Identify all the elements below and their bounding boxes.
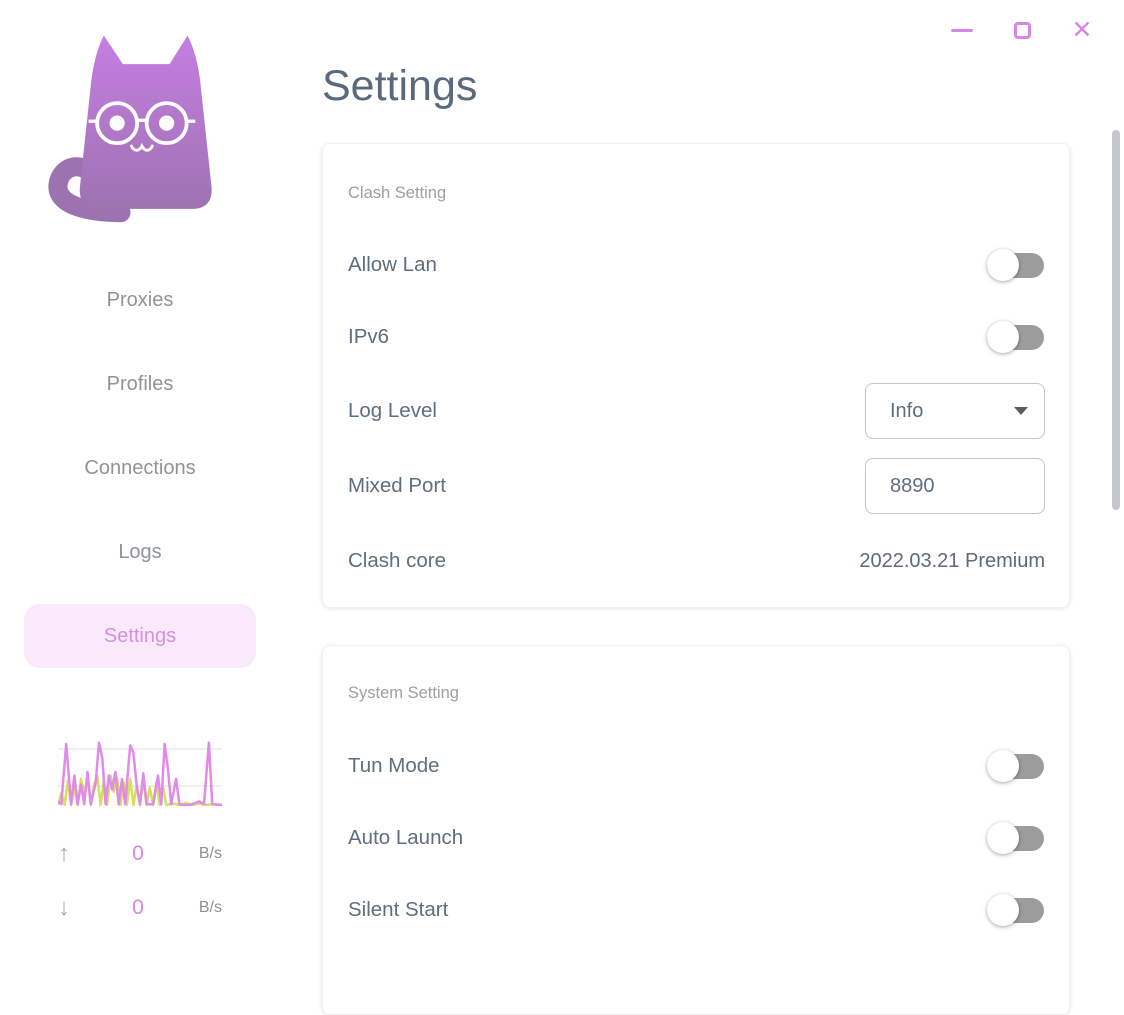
sidebar-item-label: Settings [103, 624, 177, 647]
traffic-graph [58, 741, 222, 807]
sidebar-item-label: Proxies [106, 288, 174, 311]
card-header: Clash Setting [348, 184, 447, 202]
allow-lan-label: Allow Lan [348, 253, 437, 276]
arrow-down-icon: ↓ [58, 894, 70, 921]
arrow-up-icon: ↑ [58, 840, 70, 867]
clash-core-version: 2022.03.21 Premium [859, 549, 1045, 572]
scrollbar[interactable] [1112, 130, 1120, 510]
log-level-select[interactable]: Info [865, 383, 1045, 439]
auto-launch-row: Auto Launch [348, 810, 1045, 866]
mixed-port-label: Mixed Port [348, 474, 446, 497]
chevron-down-icon [1014, 407, 1028, 415]
ipv6-toggle[interactable] [987, 321, 1045, 353]
close-button[interactable]: ✕ [1066, 14, 1098, 46]
window-controls: ✕ [946, 14, 1098, 46]
maximize-icon [1013, 21, 1031, 39]
download-speed-value: 0 [132, 896, 144, 919]
mixed-port-row: Mixed Port [348, 458, 1045, 514]
auto-launch-toggle[interactable] [987, 822, 1045, 854]
sidebar: Proxies Profiles Connections Logs Settin… [0, 0, 280, 937]
maximize-button[interactable] [1006, 14, 1038, 46]
sidebar-nav: Proxies Profiles Connections Logs Settin… [24, 268, 256, 688]
tun-mode-toggle[interactable] [987, 750, 1045, 782]
clash-core-label: Clash core [348, 549, 446, 572]
upload-sparkline [58, 741, 222, 807]
sidebar-item-proxies[interactable]: Proxies [24, 268, 256, 332]
clash-core-row: Clash core 2022.03.21 Premium [348, 533, 1045, 589]
card-header: System Setting [348, 684, 459, 702]
minimize-button[interactable] [946, 14, 978, 46]
page-title: Settings [322, 62, 478, 110]
system-setting-card: System Setting Tun Mode Auto Launch Sile… [322, 645, 1070, 1015]
toggle-knob [987, 894, 1019, 926]
mixed-port-input[interactable] [865, 458, 1045, 514]
tun-mode-row: Tun Mode [348, 738, 1045, 794]
minimize-icon [951, 28, 973, 32]
upload-speed-unit: B/s [198, 845, 222, 862]
tun-mode-label: Tun Mode [348, 754, 440, 777]
ipv6-row: IPv6 [348, 309, 1045, 365]
silent-start-label: Silent Start [348, 898, 449, 921]
toggle-knob [987, 750, 1019, 782]
sidebar-item-label: Connections [84, 456, 196, 479]
toggle-knob [987, 822, 1019, 854]
sidebar-item-connections[interactable]: Connections [24, 436, 256, 500]
traffic-panel: ↑ 0 B/s ↓ 0 B/s [58, 737, 222, 921]
upload-speed-row: ↑ 0 B/s [58, 840, 222, 868]
auto-launch-label: Auto Launch [348, 826, 464, 849]
sidebar-item-profiles[interactable]: Profiles [24, 352, 256, 416]
sidebar-item-label: Logs [118, 540, 162, 563]
sidebar-item-logs[interactable]: Logs [24, 520, 256, 584]
clash-setting-card: Clash Setting Allow Lan IPv6 Log Level I… [322, 143, 1070, 608]
clash-cat-logo-icon [48, 35, 212, 223]
download-speed-row: ↓ 0 B/s [58, 894, 222, 922]
log-level-row: Log Level Info [348, 383, 1045, 439]
allow-lan-toggle[interactable] [987, 249, 1045, 281]
silent-start-toggle[interactable] [987, 894, 1045, 926]
log-level-selected-value: Info [890, 399, 924, 422]
toggle-knob [987, 321, 1019, 353]
download-speed-unit: B/s [198, 899, 222, 916]
toggle-knob [987, 249, 1019, 281]
sidebar-item-settings[interactable]: Settings [24, 604, 256, 668]
allow-lan-row: Allow Lan [348, 237, 1045, 293]
upload-speed-value: 0 [132, 842, 144, 865]
close-icon: ✕ [1071, 15, 1093, 44]
log-level-label: Log Level [348, 399, 437, 422]
ipv6-label: IPv6 [348, 325, 390, 348]
silent-start-row: Silent Start [348, 882, 1045, 938]
sidebar-item-label: Profiles [106, 372, 174, 395]
